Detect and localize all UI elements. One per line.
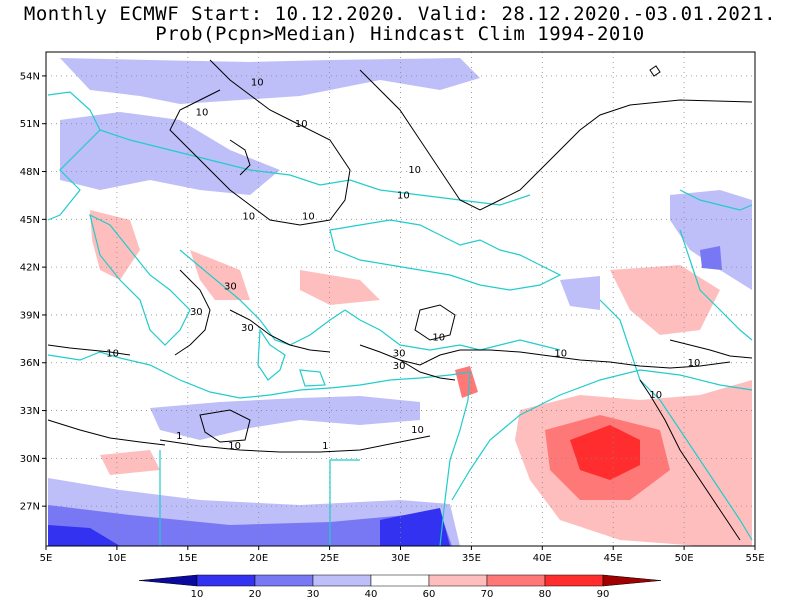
contour-label: 10 — [432, 332, 445, 343]
x-tick-label: 20E — [249, 553, 268, 564]
contour-label: 10 — [649, 390, 662, 401]
shade-below-turkey-east — [560, 276, 600, 310]
x-tick-label: 15E — [178, 553, 197, 564]
shade-above-levant — [455, 366, 478, 398]
legend-label: 20 — [249, 589, 262, 600]
x-axis-ticks: 5E 10E 15E 20E 25E 30E 35E 40E 45E 50E 55E — [40, 546, 765, 564]
shade-below-south-med — [150, 396, 420, 440]
x-tick-label: 50E — [675, 553, 694, 564]
legend-label: 90 — [597, 589, 610, 600]
legend-swatch-high-arrow — [602, 574, 662, 587]
shade-above-italy — [90, 210, 140, 280]
shade-above-arabia-core — [570, 425, 640, 480]
contour-label: 10 — [228, 441, 241, 452]
gridlines — [46, 52, 755, 546]
legend-label: 30 — [307, 589, 320, 600]
contour-label: 10 — [688, 358, 701, 369]
shade-below-caspian — [670, 190, 752, 290]
contour-label: 10 — [411, 425, 424, 436]
shade-above-balkans — [190, 250, 250, 300]
contour-label: 30 — [224, 281, 237, 292]
y-tick-label: 48N — [20, 167, 40, 178]
contour-labels: 10 10 10 10 10 10 10 30 30 30 10 10 30 30 10 10 10 10 1 1 10 — [106, 77, 700, 451]
contour-label: 30 — [393, 348, 406, 359]
contour-label: 10 — [302, 211, 315, 222]
y-tick-label: 51N — [20, 119, 40, 130]
x-tick-label: 10E — [107, 553, 126, 564]
shade-below-central-europe — [60, 112, 280, 195]
legend-swatch-low-arrow — [138, 574, 198, 587]
contour-label: 10 — [295, 119, 308, 130]
contour-label: 30 — [393, 361, 406, 372]
contour-label: 10 — [106, 348, 119, 359]
y-tick-label: 54N — [20, 71, 40, 82]
legend-swatch — [254, 574, 314, 587]
shade-above-libya — [100, 450, 160, 475]
contour-label: 10 — [397, 191, 410, 202]
y-axis-ticks: 27N 30N 33N 36N 39N 42N 45N 48N 51N 54N — [20, 71, 46, 513]
contour-label: 10 — [554, 348, 567, 359]
legend-label: 80 — [539, 589, 552, 600]
shade-below-east-spot — [700, 246, 722, 270]
x-tick-label: 40E — [533, 553, 552, 564]
contour-label: 1 — [322, 441, 328, 452]
shade-below-africa-mid — [48, 505, 452, 546]
legend-swatch — [196, 574, 256, 587]
probability-shading — [48, 58, 752, 546]
shade-below-nile — [380, 508, 450, 546]
contour-label: 10 — [242, 211, 255, 222]
colorbar-legend: 10 20 30 40 60 70 80 90 — [138, 574, 662, 600]
legend-swatch — [428, 574, 488, 587]
x-tick-label: 45E — [604, 553, 623, 564]
x-tick-label: 55E — [745, 553, 764, 564]
y-tick-label: 27N — [20, 502, 40, 513]
map-title-line-2: Prob(Pcpn>Median) Hindcast Clim 1994-201… — [155, 23, 645, 45]
y-tick-label: 33N — [20, 406, 40, 417]
x-tick-label: 5E — [40, 553, 53, 564]
map-title-line-1: Monthly ECMWF Start: 10.12.2020. Valid: … — [23, 3, 777, 25]
y-tick-label: 45N — [20, 215, 40, 226]
legend-label: 70 — [481, 589, 494, 600]
legend-swatch — [312, 574, 372, 587]
contour-label: 30 — [241, 323, 254, 334]
x-tick-label: 25E — [320, 553, 339, 564]
legend-swatch — [544, 574, 604, 587]
y-tick-label: 42N — [20, 263, 40, 274]
contour-label: 10 — [196, 108, 209, 119]
contour-label: 10 — [251, 77, 264, 88]
x-tick-label: 35E — [462, 553, 481, 564]
legend-swatch — [486, 574, 546, 587]
shade-above-caucasus — [610, 265, 720, 335]
shade-below-africa-dark — [48, 525, 120, 546]
contour-label: 10 — [408, 165, 421, 176]
legend-label: 40 — [365, 589, 378, 600]
legend-label: 10 — [191, 589, 204, 600]
contour-lines — [47, 59, 753, 541]
contour-label: 30 — [190, 307, 203, 318]
shade-above-black-sea — [300, 270, 380, 305]
shade-below-north — [60, 58, 480, 104]
x-tick-label: 30E — [391, 553, 410, 564]
contour-label: 1 — [176, 431, 182, 442]
legend-label: 60 — [423, 589, 436, 600]
y-tick-label: 39N — [20, 310, 40, 321]
map-area: 10 10 10 10 10 10 10 30 30 30 10 10 30 30 10 10 10 10 1 1 10 — [46, 52, 755, 546]
y-tick-label: 30N — [20, 454, 40, 465]
y-tick-label: 36N — [20, 358, 40, 369]
legend-swatch — [370, 574, 430, 587]
